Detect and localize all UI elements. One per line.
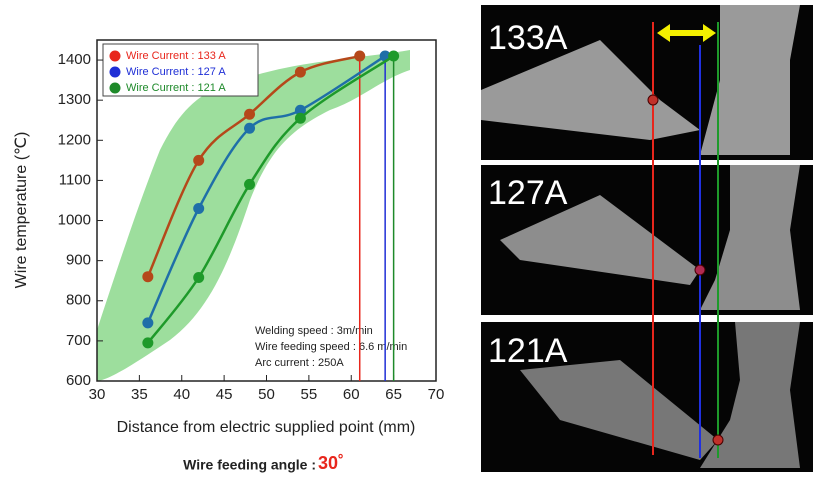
x-tick-label: 50 xyxy=(258,386,275,403)
y-tick-label: 1100 xyxy=(59,171,91,188)
x-axis-label: Distance from electric supplied point (m… xyxy=(117,419,416,436)
footer-angle: 30˚ xyxy=(318,453,344,473)
data-point xyxy=(294,66,306,78)
x-tick-label: 60 xyxy=(343,386,360,403)
y-tick-label: 1400 xyxy=(58,51,91,68)
legend-label: Wire Current : 127 A xyxy=(126,66,226,78)
distance-arrow xyxy=(657,24,716,42)
contact-dot xyxy=(712,434,724,446)
legend-marker xyxy=(109,82,121,94)
annotation: Welding speed : 3m/min xyxy=(255,325,373,337)
x-tick-label: 45 xyxy=(216,386,233,403)
wire-shape xyxy=(481,5,800,155)
legend-marker xyxy=(109,66,121,78)
data-point xyxy=(244,108,256,120)
legend-label: Wire Current : 121 A xyxy=(126,82,226,94)
annotation: Wire feeding speed : 6.6 m/min xyxy=(255,341,407,353)
x-tick-label: 35 xyxy=(131,386,148,403)
contact-dot xyxy=(647,94,659,106)
panel-label: 121A xyxy=(488,332,568,370)
x-tick-label: 70 xyxy=(428,386,445,403)
y-tick-label: 1000 xyxy=(58,211,91,228)
legend-label: Wire Current : 133 A xyxy=(126,50,226,62)
panel-label: 133A xyxy=(488,19,568,57)
confidence-band xyxy=(97,50,410,381)
data-point xyxy=(193,154,205,166)
data-point xyxy=(294,104,306,116)
y-tick-label: 700 xyxy=(66,332,91,349)
y-tick-label: 1200 xyxy=(58,131,91,148)
wire-shape xyxy=(500,165,800,310)
legend-marker xyxy=(109,50,121,62)
y-tick-label: 600 xyxy=(66,372,91,389)
footer-text: Wire feeding angle : xyxy=(183,457,316,473)
data-point xyxy=(244,178,256,190)
wire-shape xyxy=(520,322,800,468)
panel-label: 127A xyxy=(488,174,568,212)
image-panels: 133A 127A 121A xyxy=(481,5,813,472)
y-tick-label: 900 xyxy=(66,252,91,269)
y-tick-label: 800 xyxy=(66,292,91,309)
legend-box xyxy=(102,43,259,97)
data-point xyxy=(142,317,154,329)
contact-dot xyxy=(694,264,706,276)
y-tick-label: 1300 xyxy=(58,91,91,108)
x-tick-label: 55 xyxy=(301,386,318,403)
annotation: Arc current : 250A xyxy=(255,357,344,369)
data-point xyxy=(193,271,205,283)
data-point xyxy=(244,122,256,134)
x-tick-label: 30 xyxy=(89,386,106,403)
data-point xyxy=(142,271,154,283)
data-point xyxy=(142,337,154,349)
data-point xyxy=(354,50,366,62)
y-axis-label: Wire temperature (℃) xyxy=(13,132,30,289)
x-tick-label: 40 xyxy=(173,386,190,403)
data-point xyxy=(193,202,205,214)
data-point xyxy=(294,112,306,124)
data-point xyxy=(388,50,400,62)
fit-curve xyxy=(146,54,361,278)
x-tick-label: 65 xyxy=(385,386,402,403)
